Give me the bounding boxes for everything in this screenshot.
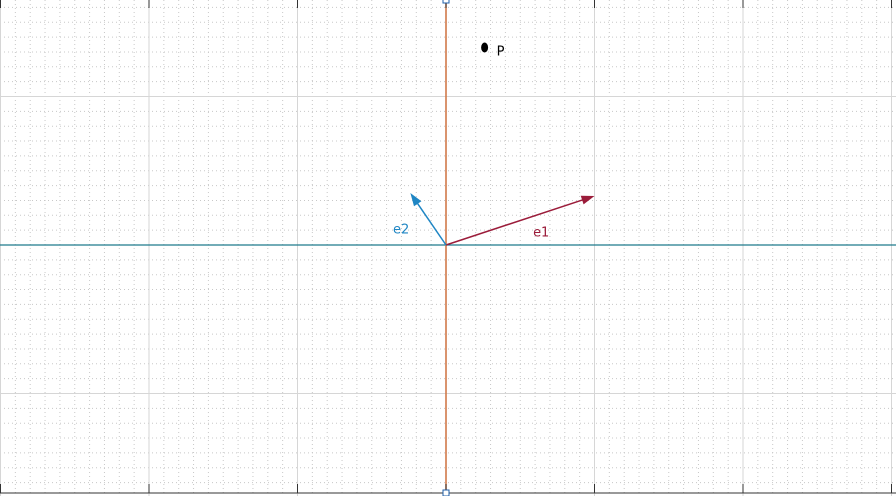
vector-e2-label: e2 bbox=[393, 223, 409, 238]
vector-e2-arrowhead bbox=[410, 193, 422, 207]
point-p-label: P bbox=[497, 44, 505, 59]
vector-e1-label: e1 bbox=[533, 226, 549, 241]
y-axis-top-handle[interactable] bbox=[442, 0, 450, 4]
vector-e2-shaft[interactable] bbox=[415, 201, 447, 246]
vector-e1-arrowhead bbox=[580, 195, 595, 205]
vector-e1[interactable] bbox=[445, 195, 595, 246]
point-p[interactable] bbox=[481, 42, 489, 53]
vector-e2[interactable] bbox=[410, 193, 447, 246]
y-axis-bottom-handle[interactable] bbox=[442, 489, 450, 496]
vector-e1-shaft[interactable] bbox=[445, 198, 585, 246]
